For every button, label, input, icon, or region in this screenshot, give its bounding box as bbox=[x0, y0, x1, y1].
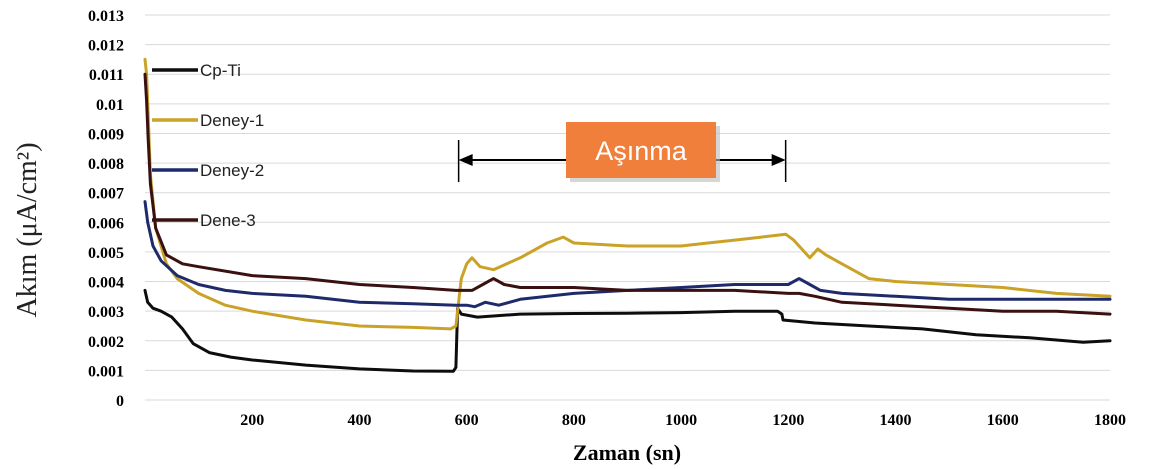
x-tick-label: 200 bbox=[240, 412, 264, 429]
annotation: Aşınma bbox=[457, 122, 787, 182]
y-tick-label: 0.013 bbox=[88, 8, 124, 25]
annotation-arrowhead-left bbox=[458, 154, 473, 166]
legend-label: Deney-1 bbox=[200, 111, 264, 130]
y-tick-label: 0.004 bbox=[88, 275, 124, 292]
x-tick-labels: 200 400 600 800 1000 1200 1400 1600 1800 bbox=[240, 412, 1126, 429]
x-tick-label: 1400 bbox=[880, 412, 912, 429]
x-tick-label: 1000 bbox=[665, 412, 697, 429]
x-tick-label: 400 bbox=[347, 412, 371, 429]
x-tick-label: 800 bbox=[562, 412, 586, 429]
y-tick-label: 0.006 bbox=[88, 215, 124, 232]
y-tick-label: 0.011 bbox=[89, 67, 124, 84]
x-tick-label: 1600 bbox=[987, 412, 1019, 429]
y-tick-labels: 0 0.001 0.002 0.003 0.004 0.005 0.006 0.007 0.00… bbox=[88, 8, 124, 410]
x-tick-label: 1200 bbox=[772, 412, 804, 429]
y-tick-label: 0.009 bbox=[88, 126, 124, 143]
y-tick-label: 0.002 bbox=[88, 334, 124, 351]
x-tick-label: 600 bbox=[455, 412, 479, 429]
annotation-label: Aşınma bbox=[595, 136, 688, 166]
y-tick-label: 0.008 bbox=[88, 156, 124, 173]
y-axis-title: Akım (μA/cm²) bbox=[12, 142, 43, 317]
y-tick-label: 0.01 bbox=[96, 97, 124, 114]
y-tick-label: 0.005 bbox=[88, 245, 124, 262]
annotation-arrowhead-right bbox=[771, 154, 786, 166]
series-line-3 bbox=[143, 200, 1112, 309]
series-line-2 bbox=[143, 57, 1112, 331]
annotation-box bbox=[566, 122, 716, 178]
series-line-1 bbox=[143, 288, 1112, 373]
legend-label: Deney-2 bbox=[200, 161, 264, 180]
legend-label: Dene-3 bbox=[200, 211, 256, 230]
y-tick-label: 0.007 bbox=[88, 186, 124, 203]
series-lines bbox=[143, 57, 1112, 373]
legend-label: Cp-Ti bbox=[200, 61, 241, 80]
y-tick-label: 0.001 bbox=[88, 363, 124, 380]
grid-lines bbox=[145, 14, 1110, 401]
y-tick-label: 0.012 bbox=[88, 38, 124, 55]
y-tick-label: 0 bbox=[116, 393, 124, 410]
x-tick-label: 1800 bbox=[1094, 412, 1126, 429]
series-line-4 bbox=[143, 72, 1112, 316]
y-tick-label: 0.003 bbox=[88, 304, 124, 321]
legend: Cp-Ti Deney-1 Deney-2 Dene-3 bbox=[152, 61, 264, 230]
x-axis-title: Zaman (sn) bbox=[573, 440, 681, 465]
